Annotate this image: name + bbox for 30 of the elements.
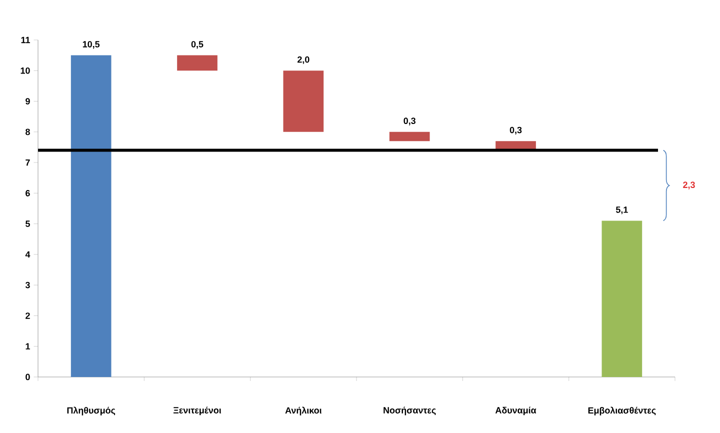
x-tick-label: Ξενιτεμένοι: [174, 406, 222, 416]
y-tick-label: 0: [26, 374, 30, 380]
data-label: 2,0: [298, 56, 310, 64]
y-tick-label: 3: [25, 282, 30, 288]
y-tick-label: 11: [21, 36, 30, 44]
y-tick-label: 2: [26, 312, 30, 319]
bar: [602, 220, 642, 377]
data-label: 0,3: [510, 126, 522, 135]
bar: [177, 55, 218, 71]
x-tick-label: Αδυναμία: [495, 406, 536, 416]
bar: [389, 132, 430, 142]
y-tick-label: 1: [26, 343, 30, 350]
y-tick-label: 4: [25, 251, 30, 258]
y-tick-label: 7: [26, 159, 30, 166]
y-tick-label: 6: [26, 190, 30, 196]
x-tick-label: Νοσήσαντες: [384, 406, 436, 416]
data-label: 10,5: [82, 41, 100, 49]
y-tick-label: 8: [26, 128, 30, 136]
bar: [70, 55, 112, 377]
bar: [283, 70, 324, 132]
text: 2,3: [683, 182, 695, 190]
x-tick-label: Πληθυσμός: [67, 406, 116, 416]
x-tick-label: Ανήλικοι: [285, 406, 322, 416]
y-tick-label: 10: [20, 67, 30, 74]
data-label: 0,3: [404, 118, 416, 126]
y-tick-label: 5: [26, 220, 30, 227]
y-tick-label: 9: [26, 98, 30, 104]
x-tick-label: Εμβολιασθέντες: [588, 406, 656, 416]
data-label: 0,5: [191, 41, 204, 49]
data-label: 5,1: [616, 206, 628, 214]
